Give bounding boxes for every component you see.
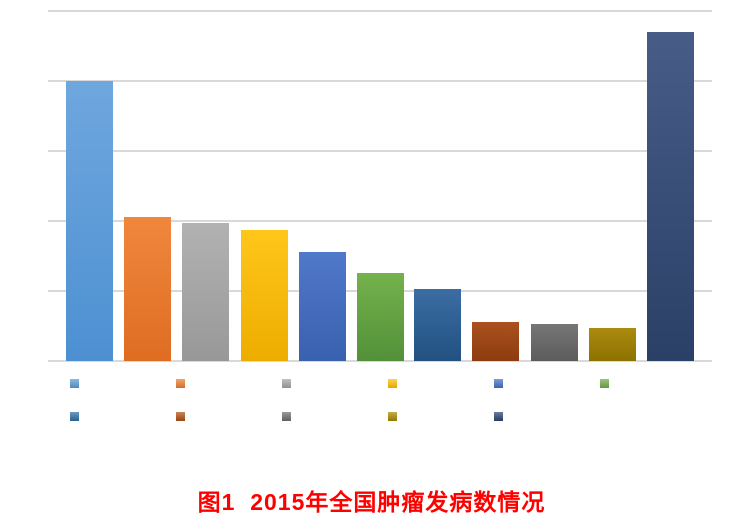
bar-navy bbox=[647, 32, 694, 361]
legend-swatch-icon bbox=[494, 379, 503, 388]
gridline bbox=[48, 150, 712, 152]
legend-swatch-icon bbox=[494, 412, 503, 421]
bar-gray bbox=[182, 223, 229, 361]
bar-gold bbox=[241, 230, 288, 361]
legend-swatch-icon bbox=[176, 379, 185, 388]
legend-swatch-icon bbox=[70, 412, 79, 421]
bar-dark-gold bbox=[589, 328, 636, 361]
gridline bbox=[48, 220, 712, 222]
bar-light-blue bbox=[66, 81, 113, 361]
legend bbox=[0, 0, 743, 421]
gridline bbox=[48, 10, 712, 12]
gridline bbox=[48, 80, 712, 82]
legend-swatch-icon bbox=[600, 379, 609, 388]
legend-swatch-icon bbox=[388, 379, 397, 388]
chart-title: 图1 2015年全国肿瘤发病数情况 bbox=[197, 489, 546, 515]
bar-steel-blue bbox=[414, 289, 461, 361]
bar-medium-blue bbox=[299, 252, 346, 361]
x-axis-line bbox=[48, 360, 712, 362]
legend-swatch-icon bbox=[388, 412, 397, 421]
legend-swatch-icon bbox=[282, 379, 291, 388]
legend-swatch-icon bbox=[70, 379, 79, 388]
legend-swatch-icon bbox=[176, 412, 185, 421]
bar-orange bbox=[124, 217, 171, 361]
plot-area bbox=[48, 10, 712, 362]
bar-dark-orange bbox=[472, 322, 519, 361]
bar-dark-gray bbox=[531, 324, 578, 361]
bar-green bbox=[357, 273, 404, 361]
legend-swatch-icon bbox=[282, 412, 291, 421]
